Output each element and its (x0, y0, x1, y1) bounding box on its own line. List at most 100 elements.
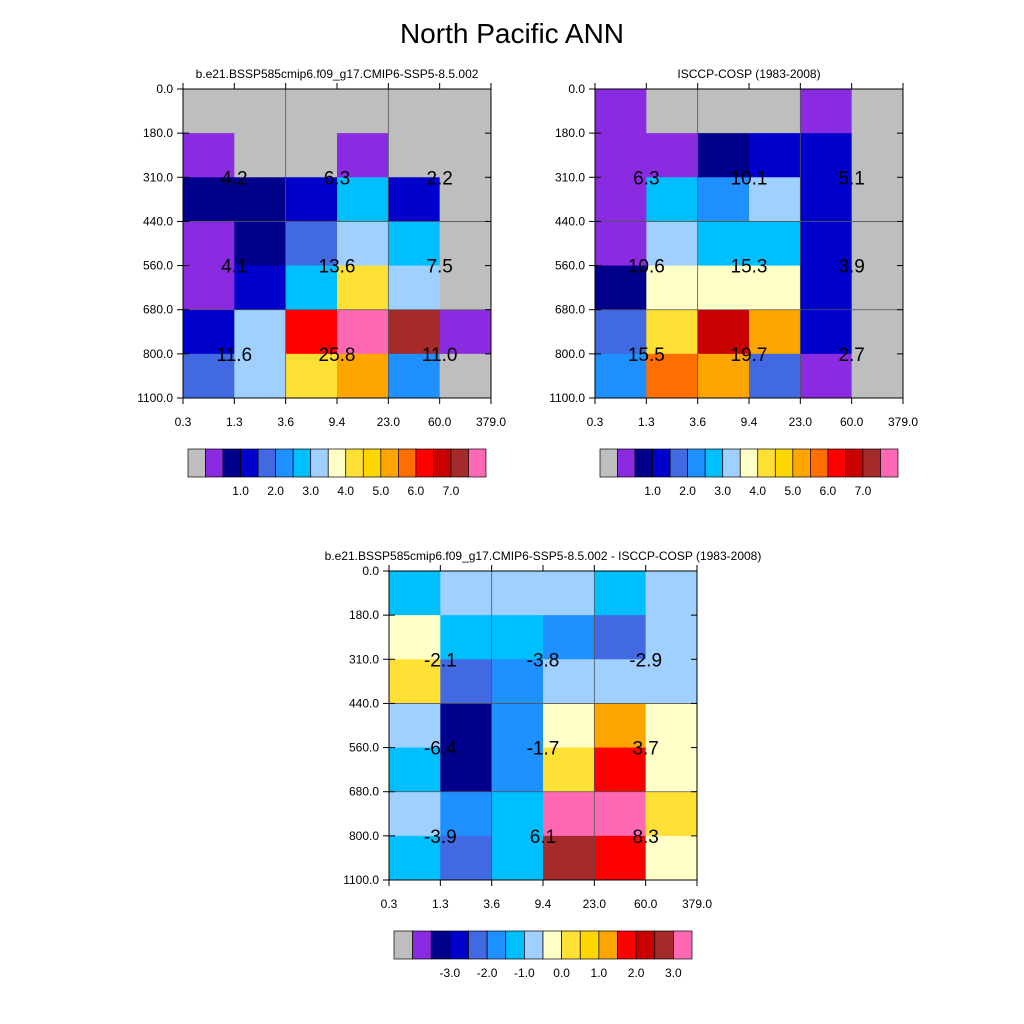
colorbar-swatch (468, 930, 488, 960)
heatmap-cell (595, 309, 647, 355)
heatmap-cell (543, 659, 595, 704)
colorbar-label: 1.0 (232, 484, 249, 498)
heatmap-cell (388, 89, 441, 134)
heatmap-cell (439, 221, 492, 267)
y-tick-label: 180.0 (349, 608, 379, 622)
y-tick-label: 310.0 (555, 170, 585, 184)
heatmap-cell (183, 221, 235, 267)
colorbar-swatch (292, 448, 312, 478)
heatmap-cell (851, 133, 904, 178)
colorbar-swatch (222, 448, 241, 478)
heatmap-cell (697, 177, 750, 222)
heatmap-cell (749, 133, 801, 178)
colorbar-swatch (673, 930, 693, 960)
cell-value-label: -3.9 (424, 827, 457, 848)
heatmap-cell (389, 615, 441, 660)
colorbar-swatch (722, 448, 741, 478)
cell-value-label: 7.5 (426, 257, 452, 278)
colorbar-swatch (486, 930, 507, 960)
heatmap-cell (543, 791, 595, 837)
heatmap-cell (183, 89, 235, 134)
y-tick-label: 1100.0 (137, 391, 173, 405)
heatmap-cell (388, 265, 441, 311)
heatmap-cell (646, 265, 699, 311)
heatmap-cell (595, 265, 647, 311)
colorbar-label: 3.0 (302, 484, 319, 498)
heatmap-cell (800, 133, 853, 178)
colorbar-swatch (415, 448, 434, 478)
colorbar-label: 5.0 (784, 484, 801, 498)
colorbar-swatch (393, 930, 413, 960)
heatmap-cell (594, 703, 647, 749)
heatmap-cell (285, 309, 338, 355)
heatmap-cell (285, 89, 338, 134)
x-tick-label: 379.0 (476, 415, 506, 429)
colorbar-label: 6.0 (820, 484, 837, 498)
heatmap-cell (337, 177, 389, 222)
heatmap-cell (646, 353, 699, 399)
heatmap-cell (285, 265, 338, 311)
heatmap-cell (491, 791, 544, 837)
heatmap-cell (594, 747, 647, 793)
colorbar-1: 1.0 2.0 3.0 4.0 5.0 6.0 7.0 (599, 448, 899, 498)
figure-title: North Pacific ANN (399, 18, 625, 49)
colorbar-swatch (345, 448, 364, 478)
y-tick-label: 310.0 (143, 170, 173, 184)
colorbar-swatch (275, 448, 294, 478)
heatmap-cell (800, 309, 853, 355)
heatmap-cell (594, 791, 647, 837)
y-tick-label: 800.0 (555, 347, 585, 361)
cell-value-label: -6.4 (424, 739, 457, 760)
heatmap-cell (337, 265, 389, 311)
cell-value-label: 2.7 (838, 345, 864, 366)
colorbar-swatch (327, 448, 347, 478)
heatmap-cell (594, 571, 647, 616)
heatmap-cell (440, 747, 493, 793)
heatmap-cell (594, 835, 647, 881)
heatmap-cell (183, 133, 235, 178)
colorbar-swatch (398, 448, 417, 478)
colorbar-label: 3.0 (665, 966, 682, 980)
heatmap-cell (439, 353, 492, 399)
colorbar-swatch (810, 448, 829, 478)
heatmap-cell (285, 353, 338, 399)
x-tick-label: 1.3 (638, 415, 655, 429)
heatmap-panel-0: 4.2 6.3 2.2 4.1 13.6 7.5 11.6 25.8 11.0 0.0 180.0 3… (137, 82, 506, 429)
colorbar-swatch (412, 930, 432, 960)
heatmap-cell (389, 835, 441, 881)
cell-value-label: 2.2 (426, 168, 452, 189)
heatmap-cell (800, 177, 853, 222)
colorbar-swatch (634, 448, 653, 478)
colorbar-swatch (430, 930, 451, 960)
heatmap-cell (697, 133, 750, 178)
heatmap-cell (440, 791, 493, 837)
heatmap-cell (697, 309, 750, 355)
heatmap-cell (234, 309, 287, 355)
colorbar-label: 1.0 (644, 484, 661, 498)
heatmap-cell (800, 221, 853, 267)
cell-value-label: -2.1 (424, 650, 457, 671)
heatmap-cell (337, 89, 389, 134)
heatmap-cell (749, 353, 801, 399)
colorbar-label: 0.0 (553, 966, 570, 980)
panel-title-diff: b.e21.BSSP585cmip6.f09_g17.CMIP6-SSP5-8.… (324, 549, 762, 563)
colorbar-label: 4.0 (337, 484, 354, 498)
colorbar-swatch (542, 930, 562, 960)
heatmap-cell (595, 133, 647, 178)
heatmap-cell (285, 221, 338, 267)
y-tick-label: 680.0 (555, 303, 585, 317)
colorbar-swatch (505, 930, 525, 960)
x-tick-label: 0.3 (381, 897, 398, 911)
colorbar-swatch (704, 448, 724, 478)
colorbar-swatch (654, 930, 674, 960)
cell-value-label: 8.3 (632, 827, 658, 848)
heatmap-cell (851, 221, 904, 267)
colorbar-swatch (880, 448, 899, 478)
heatmap-cell (543, 571, 595, 616)
heatmap-cell (491, 747, 544, 793)
heatmap-cell (851, 265, 904, 311)
y-tick-label: 440.0 (555, 214, 585, 228)
colorbar-swatch (862, 448, 881, 478)
heatmap-cell (645, 747, 698, 793)
x-tick-label: 379.0 (888, 415, 918, 429)
